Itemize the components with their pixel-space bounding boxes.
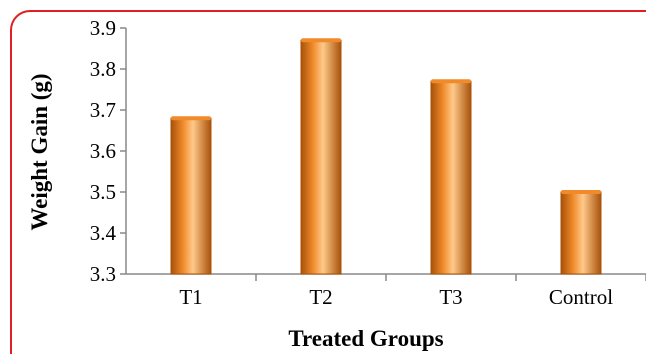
y-tick-label: 3.8 [90, 57, 116, 81]
y-tick-label: 3.6 [90, 139, 116, 163]
x-tick-label: Control [549, 285, 613, 309]
bar-cap [301, 38, 341, 43]
bars [170, 38, 602, 275]
bar-cap [431, 79, 471, 84]
bar-t2 [300, 39, 342, 275]
y-tick-label: 3.3 [90, 262, 116, 286]
x-axis-title: Treated Groups [288, 326, 443, 351]
axes [120, 27, 646, 281]
bar-cap [171, 116, 211, 121]
labels: 3.3 3.4 3.5 3.6 3.7 3.8 3.9 T1 T2 T3 Control [90, 16, 613, 309]
bar-cap [561, 190, 601, 194]
bar-t3 [430, 80, 472, 275]
y-axis-title: Weight Gain (g) [27, 73, 52, 230]
x-tick-label: T1 [179, 285, 202, 309]
bar-control [560, 191, 602, 275]
y-tick-label: 3.4 [90, 221, 117, 245]
x-tick-label: T3 [439, 285, 462, 309]
bar-t1 [170, 117, 212, 275]
y-tick-label: 3.5 [90, 180, 116, 204]
x-tick-label: T2 [309, 285, 332, 309]
y-tick-label: 3.7 [90, 98, 116, 122]
y-tick-label: 3.9 [90, 16, 116, 40]
